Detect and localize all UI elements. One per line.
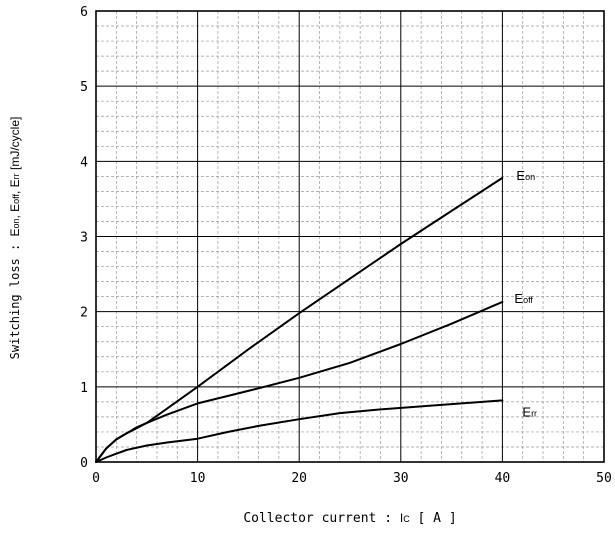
y-tick-label: 2 [80,306,88,321]
x-tick-labels: 0 10 20 30 40 50 [92,471,612,486]
x-tick-label: 10 [190,471,206,486]
series-label-err: Err [522,404,537,419]
y-tick-label: 4 [80,155,88,170]
x-axis-label: Collector current : IC [ A ] [243,511,456,526]
x-tick-label: 50 [596,471,612,486]
series-label-eon: Eon [516,168,535,183]
y-tick-label: 3 [80,231,88,246]
y-tick-label: 0 [80,456,88,471]
x-tick-label: 40 [495,471,511,486]
x-tick-label: 0 [92,471,100,486]
y-tick-labels: 0 1 2 3 4 5 6 [80,5,88,471]
plot-frame [95,10,605,463]
series-labels: Eon Eoff Err [514,168,537,419]
major-grid [96,11,604,462]
x-tick-label: 30 [393,471,409,486]
series-line-err [95,399,504,463]
y-tick-label: 5 [80,80,88,95]
x-tick-label: 20 [291,471,307,486]
y-axis-label: Switching loss : Eon, Eoff, Err [mJ/cycl… [8,117,22,360]
y-tick-label: 1 [80,381,88,396]
y-tick-label: 6 [80,5,88,20]
series-label-eoff: Eoff [514,291,533,306]
series-lines [95,176,504,463]
series-line-eoff [95,300,504,463]
